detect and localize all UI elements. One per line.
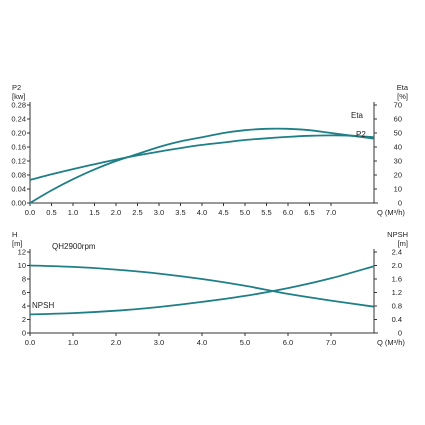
chart0-left-tick-label: 0.00 bbox=[11, 199, 26, 208]
chart1-x-axis-title: Q (M³/h) bbox=[377, 338, 405, 347]
chart0-series-eta-label: Eta bbox=[351, 111, 364, 120]
chart1-right-tick-label: 1.2 bbox=[392, 288, 402, 297]
chart1-series-npsh-line bbox=[29, 265, 375, 316]
chart1-x-tick-label: 2.0 bbox=[111, 338, 121, 347]
chart1-right-tick-label: 0.8 bbox=[392, 302, 402, 311]
chart0-x-tick-label: 2.0 bbox=[111, 208, 121, 217]
chart0-right-tick-label: 70 bbox=[394, 101, 402, 110]
chart1-series-qh2900rpm-label: QH2900rpm bbox=[52, 242, 96, 251]
chart0-left-axis-title: [kw] bbox=[12, 92, 25, 101]
chart1-left-tick-label: 6 bbox=[22, 288, 26, 297]
chart0-x-tick-label: 4.5 bbox=[218, 208, 228, 217]
chart0-x-axis-title: Q (M³/h) bbox=[377, 208, 405, 217]
chart1-x-tick-label: 5.0 bbox=[240, 338, 250, 347]
chart0-x-tick-label: 3.5 bbox=[175, 208, 185, 217]
chart0-x-tick-label: 7.0 bbox=[326, 208, 336, 217]
chart0-series-eta-line bbox=[29, 127, 375, 204]
chart0-series-p2-line bbox=[29, 134, 375, 181]
chart0-left-tick-label: 0.28 bbox=[11, 101, 26, 110]
chart1-x-tick-label: 3.0 bbox=[154, 338, 164, 347]
chart0-x-tick-label: 1.0 bbox=[68, 208, 78, 217]
chart1-x-tick-label: 1.0 bbox=[68, 338, 78, 347]
chart0-x-tick-label: 4.0 bbox=[197, 208, 207, 217]
chart0-x-tick-label: 0.5 bbox=[46, 208, 56, 217]
chart0-x-tick-label: 0.0 bbox=[25, 208, 35, 217]
chart1-left-tick-label: 12 bbox=[18, 248, 26, 257]
chart1-left-tick-label: 0 bbox=[22, 329, 26, 338]
chart1-x-tick-label: 7.0 bbox=[326, 338, 336, 347]
chart0-right-tick-label: 50 bbox=[394, 129, 402, 138]
chart1-left-axis-title: [m] bbox=[12, 239, 22, 248]
chart0-right-tick-label: 10 bbox=[394, 185, 402, 194]
chart0-right-tick-label: 40 bbox=[394, 143, 402, 152]
chart0-right-axis-title: [%] bbox=[397, 92, 408, 101]
chart1-left-tick-label: 10 bbox=[18, 261, 26, 270]
chart0-x-tick-label: 6.0 bbox=[283, 208, 293, 217]
chart0-x-tick-label: 3.0 bbox=[154, 208, 164, 217]
chart0-right-tick-label: 0 bbox=[398, 199, 402, 208]
chart1-right-axis-title: [m] bbox=[398, 239, 408, 248]
chart1-x-tick-label: 0.0 bbox=[25, 338, 35, 347]
chart1-right-axis-title: NPSH bbox=[387, 230, 408, 239]
chart1-right-tick-label: 2.0 bbox=[392, 261, 402, 270]
chart0-x-tick-label: 5.0 bbox=[240, 208, 250, 217]
chart0-left-tick-label: 0.20 bbox=[11, 129, 26, 138]
chart0-right-axis-title: Eta bbox=[397, 83, 409, 92]
chart0-x-tick-label: 6.5 bbox=[304, 208, 314, 217]
chart0-left-tick-label: 0.12 bbox=[11, 157, 26, 166]
chart0-left-tick-label: 0.08 bbox=[11, 171, 26, 180]
chart1-x-tick-label: 6.0 bbox=[283, 338, 293, 347]
chart0-left-tick-label: 0.04 bbox=[11, 185, 26, 194]
chart1-right-tick-label: 1.6 bbox=[392, 275, 402, 284]
chart1-left-tick-label: 8 bbox=[22, 275, 26, 284]
chart1-right-tick-label: 0.4 bbox=[392, 315, 402, 324]
chart0-right-tick-label: 20 bbox=[394, 171, 402, 180]
chart0-x-tick-label: 1.5 bbox=[89, 208, 99, 217]
chart0-left-tick-label: 0.24 bbox=[11, 115, 26, 124]
chart0-right-tick-label: 60 bbox=[394, 115, 402, 124]
chart0-right-tick-label: 30 bbox=[394, 157, 402, 166]
chart0-series-p2-label: P2 bbox=[356, 130, 366, 139]
chart1-left-tick-label: 4 bbox=[22, 302, 26, 311]
chart0-left-tick-label: 0.16 bbox=[11, 143, 26, 152]
chart1-series-npsh-label: NPSH bbox=[32, 301, 54, 310]
chart1-x-tick-label: 4.0 bbox=[197, 338, 207, 347]
chart1-series-qh2900rpm-line bbox=[29, 264, 375, 308]
chart1-right-tick-label: 2.4 bbox=[392, 248, 402, 257]
chart1-left-tick-label: 2 bbox=[22, 315, 26, 324]
chart1-right-tick-label: 0 bbox=[398, 329, 402, 338]
chart0-x-tick-label: 5.5 bbox=[261, 208, 271, 217]
chart0-left-axis-title: P2 bbox=[12, 83, 21, 92]
chart1-left-axis-title: H bbox=[12, 230, 17, 239]
chart0-x-tick-label: 2.5 bbox=[132, 208, 142, 217]
